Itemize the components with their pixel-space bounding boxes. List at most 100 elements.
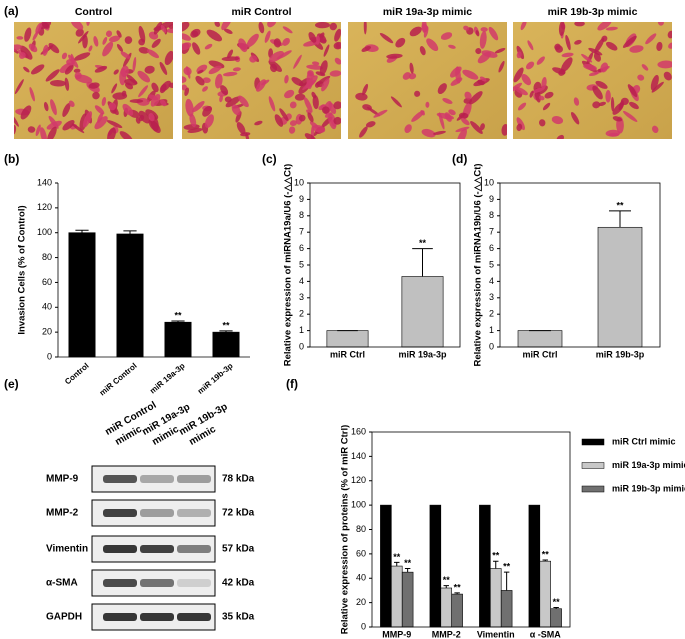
significance: **	[503, 562, 511, 572]
bar	[429, 504, 442, 628]
cell	[414, 90, 421, 97]
y-tick-label: 100	[351, 500, 366, 510]
cell	[597, 22, 612, 31]
cell	[592, 101, 601, 109]
cell	[184, 87, 190, 97]
x-tick-label: miR Ctrl	[330, 349, 365, 359]
cell	[527, 40, 534, 51]
y-tick-label: 9	[489, 194, 494, 204]
y-tick-label: 9	[299, 194, 304, 204]
cell	[652, 125, 659, 133]
error-bar	[503, 571, 510, 591]
cell	[334, 57, 341, 65]
blot-band	[103, 613, 137, 621]
cell	[536, 56, 545, 65]
y-tick-label: 120	[37, 202, 52, 212]
y-tick-label: 80	[356, 524, 366, 534]
cell	[264, 30, 271, 43]
cell	[498, 60, 505, 73]
cell	[74, 52, 91, 61]
cell	[261, 79, 270, 86]
x-tick-label: MMP-2	[432, 629, 461, 639]
cell	[14, 79, 24, 94]
cell	[124, 36, 133, 44]
plot-frame	[499, 182, 661, 348]
x-tick-label: MMP-9	[382, 629, 411, 639]
panel-label: (e)	[4, 377, 19, 391]
cell	[657, 60, 672, 69]
cell	[121, 90, 127, 97]
cell	[151, 82, 159, 93]
cell	[456, 128, 467, 139]
cell	[202, 77, 211, 84]
error-bar	[553, 607, 559, 609]
cell	[35, 22, 42, 34]
micrograph-title: miR Control	[231, 6, 291, 18]
cell	[386, 53, 403, 59]
cell	[284, 89, 295, 99]
cell	[419, 46, 426, 56]
error-bar	[542, 559, 548, 562]
cell	[606, 41, 618, 51]
cell	[168, 23, 173, 29]
cell	[627, 84, 638, 98]
cell	[144, 65, 155, 74]
cell	[322, 106, 330, 114]
cell	[214, 22, 221, 27]
cell	[565, 35, 571, 51]
cell	[390, 96, 402, 108]
cell	[440, 32, 453, 40]
bar	[401, 571, 414, 628]
cell	[227, 49, 234, 59]
x-tick-label: α -SMA	[530, 629, 562, 639]
cell	[404, 124, 412, 133]
cell	[333, 41, 341, 50]
cell	[477, 79, 485, 86]
cells	[182, 22, 341, 139]
cell	[18, 52, 26, 59]
cell	[88, 45, 93, 52]
cell	[460, 117, 470, 126]
cell	[501, 124, 507, 136]
cell	[595, 80, 608, 89]
cell	[160, 24, 167, 33]
cell	[311, 61, 320, 66]
cell	[514, 86, 528, 96]
bar	[380, 504, 392, 628]
cell	[88, 82, 100, 89]
cell	[94, 116, 108, 130]
cell	[124, 78, 138, 86]
cell	[68, 100, 75, 108]
y-tick-label: 5	[299, 259, 304, 269]
cell	[246, 33, 259, 48]
cell	[159, 61, 168, 75]
cell	[62, 120, 75, 131]
cell	[288, 126, 296, 134]
x-tick-label: miR 19a-3p	[398, 349, 447, 359]
micrograph-title: Control	[75, 6, 112, 18]
y-tick-label: 40	[42, 302, 52, 312]
cell	[64, 64, 74, 75]
cell	[148, 113, 155, 122]
cell	[448, 109, 456, 116]
cell	[159, 83, 167, 94]
cell	[106, 120, 123, 129]
cell	[450, 77, 463, 86]
cell	[20, 105, 32, 120]
cell	[192, 101, 205, 113]
cell	[469, 91, 483, 105]
legend-swatch	[581, 485, 605, 493]
error-bar	[394, 561, 400, 567]
cell	[516, 117, 525, 131]
cell	[258, 22, 265, 34]
cell	[402, 72, 411, 80]
cell	[78, 30, 89, 44]
cell	[650, 74, 659, 91]
cell	[516, 123, 523, 132]
blot-band	[177, 579, 211, 587]
y-tick-label: 8	[489, 210, 494, 220]
cell	[629, 45, 644, 53]
cell	[204, 114, 214, 128]
cell	[560, 57, 573, 73]
y-tick-label: 140	[37, 177, 52, 187]
